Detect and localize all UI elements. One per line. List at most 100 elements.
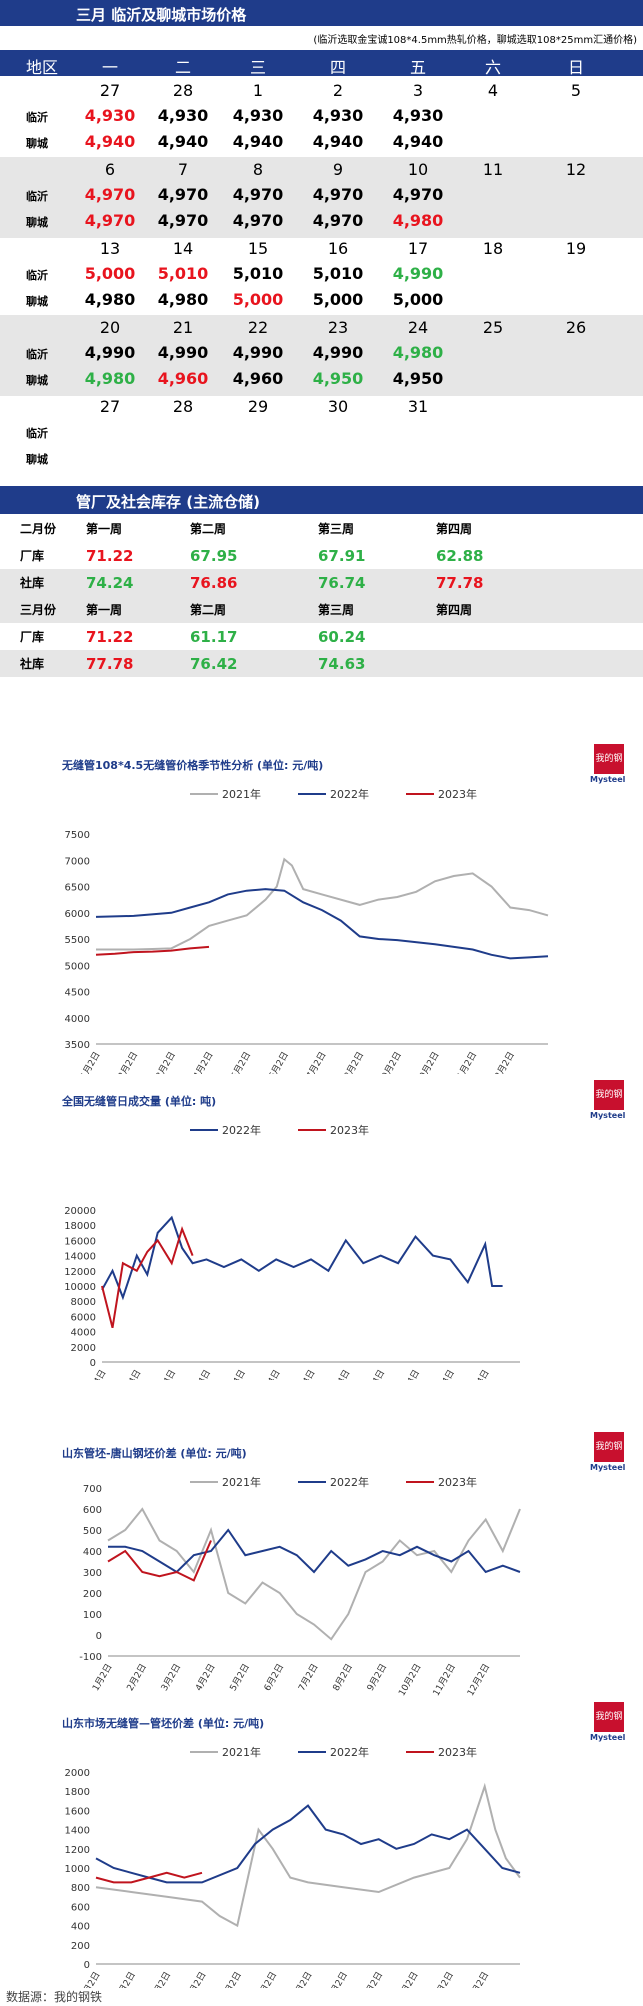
inventory-cell: 社库 <box>20 576 45 590</box>
price-value: 4,930 <box>392 106 444 125</box>
y-tick-label: 1600 <box>65 1806 90 1817</box>
y-tick-label: 200 <box>71 1941 90 1952</box>
price-value: 4,980 <box>392 343 444 362</box>
x-tick-label: 1月2日 <box>90 1662 114 1693</box>
x-tick-label: 1月2日 <box>78 1970 102 1988</box>
legend-label: 2023年 <box>438 1475 477 1489</box>
legend-label: 2023年 <box>438 1745 477 1759</box>
row-label: 聊城 <box>26 453 48 466</box>
mysteel-logo-text: Mysteel <box>590 1111 626 1120</box>
y-tick-label: 0 <box>84 1960 90 1971</box>
x-tick-label: 9月2日 <box>361 1970 385 1988</box>
price-value: 4,990 <box>232 343 284 362</box>
y-tick-label: 4500 <box>65 988 90 999</box>
calendar-date: 27 <box>99 397 121 416</box>
x-tick-label: 12月4日 <box>465 1368 492 1380</box>
calendar-date: 18 <box>482 239 504 258</box>
calendar-date: 19 <box>565 239 587 258</box>
inventory-cell: 厂库 <box>20 630 45 644</box>
price-value: 4,940 <box>232 132 284 151</box>
price-value: 4,950 <box>312 369 364 388</box>
price-value: 4,970 <box>84 211 136 230</box>
inventory-cell: 社库 <box>20 657 45 671</box>
price-value: 4,990 <box>312 343 364 362</box>
price-value: 4,980 <box>392 211 444 230</box>
inventory-cell: 62.88 <box>436 547 484 565</box>
calendar-date: 6 <box>104 160 116 179</box>
chart-panel: 我的钢铁 Mysteel 山东市场无缝管—管坯价差 (单位: 元/吨) 2021年 20… <box>0 1702 643 1988</box>
calendar-date: 16 <box>327 239 349 258</box>
chart-panel: 我的钢铁 Mysteel 山东管坯-唐山钢坯价差 (单位: 元/吨) 2021年 202… <box>0 1432 643 1702</box>
y-tick-label: 7000 <box>65 856 90 867</box>
x-tick-label: 5月4日 <box>224 1368 248 1380</box>
row-label: 临沂 <box>26 348 48 361</box>
x-tick-label: 12月2日 <box>490 1050 517 1074</box>
price-value: 4,970 <box>232 211 284 230</box>
x-tick-label: 8月2日 <box>326 1970 350 1988</box>
series-line <box>107 1540 212 1582</box>
calendar-week: 20 21 22 23 24 25 26 临沂 4,990 4,990 4,990 4,990 4,98… <box>0 315 643 396</box>
x-tick-label: 11月2日 <box>431 1662 458 1698</box>
calendar-date: 26 <box>565 318 587 337</box>
x-tick-label: 2月4日 <box>119 1368 143 1380</box>
price-value: 4,940 <box>392 132 444 151</box>
inventory-title-bar: 管厂及社会库存 (主流仓储) <box>0 486 643 514</box>
series-line <box>96 857 549 951</box>
series-line <box>95 1804 521 1884</box>
row-label: 聊城 <box>26 374 48 387</box>
y-tick-label: 7500 <box>65 830 90 841</box>
x-tick-label: 3月2日 <box>154 1050 178 1074</box>
area-label: 地区 <box>25 58 59 77</box>
x-tick-label: 7月2日 <box>296 1662 320 1693</box>
series-line <box>95 1871 203 1884</box>
inventory-row: 二月份 第一周 第二周 第三周 第四周 <box>0 515 643 542</box>
y-tick-label: 5500 <box>65 935 90 946</box>
price-value: 4,970 <box>84 185 136 204</box>
chart-title: 无缝管108*4.5无缝管价格季节性分析 (单位: 元/吨) <box>61 758 323 772</box>
calendar-date: 12 <box>565 160 587 179</box>
x-tick-label: 10月2日 <box>396 1662 423 1698</box>
y-tick-label: 10000 <box>64 1282 96 1293</box>
x-tick-label: 6月4日 <box>259 1368 283 1380</box>
chart-title: 山东管坯-唐山钢坯价差 (单位: 元/吨) <box>62 1446 247 1460</box>
price-value: 4,930 <box>232 106 284 125</box>
row-label: 临沂 <box>26 190 48 203</box>
x-tick-label: 3月2日 <box>149 1970 173 1988</box>
inventory-cell: 第三周 <box>318 522 355 536</box>
inventory-cell: 76.42 <box>190 655 238 673</box>
y-tick-label: 5000 <box>65 961 90 972</box>
price-value: 4,960 <box>232 369 284 388</box>
x-tick-label: 10月4日 <box>395 1368 422 1380</box>
x-tick-label: 1月2日 <box>78 1050 102 1074</box>
inventory-cell: 第四周 <box>436 522 473 536</box>
calendar-header: 地区 一 二 三 四 五 六 日 <box>0 50 643 77</box>
inventory-cell: 三月份 <box>20 603 57 617</box>
x-tick-label: 5月2日 <box>228 1662 252 1693</box>
calendar-date: 3 <box>412 81 424 100</box>
series-line <box>108 1528 521 1574</box>
x-tick-label: 7月2日 <box>304 1050 328 1074</box>
inventory-cell: 67.91 <box>318 547 366 565</box>
calendar-week: 6 7 8 9 10 11 12 临沂 4,970 4,970 4,970 4,970 4,970 聊城 4… <box>0 157 643 238</box>
chart-svg: 全国无缝管日成交量 (单位: 吨) 2022年 2023年 0 2000 4000 6000… <box>61 1094 520 1380</box>
x-tick-label: 2月2日 <box>114 1970 138 1988</box>
mysteel-logo-text: Mysteel <box>590 1463 626 1472</box>
inventory-cell: 第二周 <box>190 603 227 617</box>
y-tick-label: -100 <box>79 1652 102 1663</box>
inventory-cell: 71.22 <box>86 547 134 565</box>
x-tick-label: 4月2日 <box>191 1050 215 1074</box>
calendar-date: 17 <box>407 239 429 258</box>
x-tick-label: 10月2日 <box>414 1050 441 1074</box>
x-tick-label: 11月4日 <box>430 1368 457 1380</box>
x-tick-label: 9月4日 <box>363 1368 387 1380</box>
calendar-date: 9 <box>332 160 344 179</box>
calendar-date: 1 <box>252 81 264 100</box>
inventory-cell: 60.24 <box>318 628 366 646</box>
price-value: 4,930 <box>84 106 136 125</box>
legend-label: 2021年 <box>222 787 261 801</box>
calendar-date: 15 <box>247 239 269 258</box>
inventory-cell: 74.24 <box>86 574 134 592</box>
price-value: 5,000 <box>312 290 364 309</box>
calendar-week: 27 28 29 30 31 临沂 聊城 <box>0 394 643 475</box>
price-value: 5,010 <box>232 264 284 283</box>
